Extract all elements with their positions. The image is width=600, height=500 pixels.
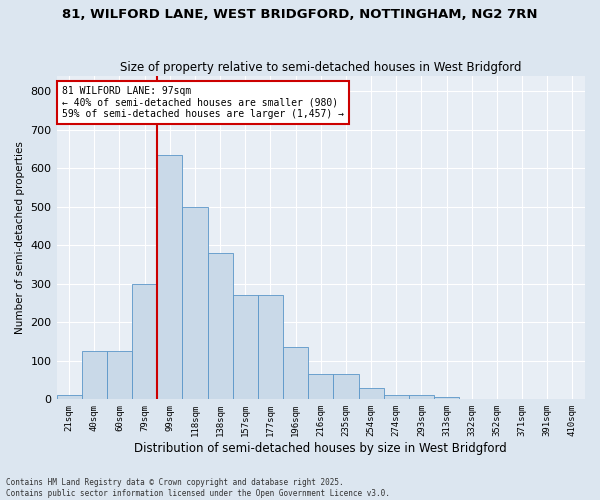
- Title: Size of property relative to semi-detached houses in West Bridgford: Size of property relative to semi-detach…: [120, 60, 521, 74]
- Bar: [334, 374, 359, 400]
- Text: 81, WILFORD LANE, WEST BRIDGFORD, NOTTINGHAM, NG2 7RN: 81, WILFORD LANE, WEST BRIDGFORD, NOTTIN…: [62, 8, 538, 20]
- Bar: [258, 296, 283, 400]
- Bar: [182, 207, 208, 400]
- Y-axis label: Number of semi-detached properties: Number of semi-detached properties: [15, 142, 25, 334]
- Bar: [82, 351, 107, 400]
- Text: 81 WILFORD LANE: 97sqm
← 40% of semi-detached houses are smaller (980)
59% of se: 81 WILFORD LANE: 97sqm ← 40% of semi-det…: [62, 86, 344, 119]
- Bar: [459, 398, 484, 400]
- Bar: [434, 398, 459, 400]
- Bar: [107, 351, 132, 400]
- Bar: [308, 374, 334, 400]
- Bar: [56, 396, 82, 400]
- Bar: [233, 296, 258, 400]
- Bar: [283, 348, 308, 400]
- Bar: [383, 396, 409, 400]
- Bar: [157, 155, 182, 400]
- Bar: [359, 388, 383, 400]
- Bar: [409, 396, 434, 400]
- Bar: [208, 253, 233, 400]
- Bar: [132, 284, 157, 400]
- Text: Contains HM Land Registry data © Crown copyright and database right 2025.
Contai: Contains HM Land Registry data © Crown c…: [6, 478, 390, 498]
- X-axis label: Distribution of semi-detached houses by size in West Bridgford: Distribution of semi-detached houses by …: [134, 442, 507, 455]
